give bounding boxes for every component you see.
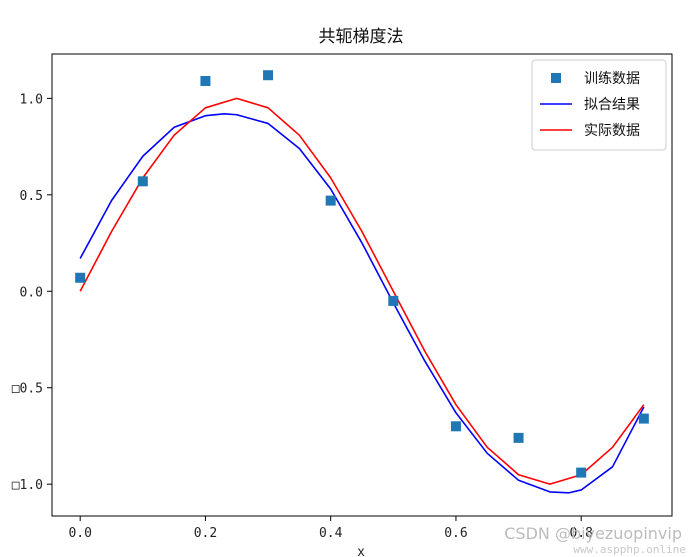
legend-box xyxy=(531,59,667,151)
legend-label: 拟合结果 xyxy=(584,97,640,113)
data-point xyxy=(450,421,461,432)
legend-swatch xyxy=(551,73,561,83)
y-tick-label: 0.0 xyxy=(20,285,43,300)
series-points xyxy=(75,70,649,478)
x-tick-label: 0.4 xyxy=(319,526,343,541)
data-point xyxy=(75,272,86,283)
data-point xyxy=(513,432,524,443)
data-point xyxy=(263,70,274,81)
x-tick-label: 0.8 xyxy=(569,526,592,541)
data-point xyxy=(137,176,148,187)
data-point xyxy=(576,467,587,478)
data-point xyxy=(325,195,336,206)
x-tick-label: 0.6 xyxy=(444,526,467,541)
x-tick-label: 0.0 xyxy=(68,526,91,541)
x-axis-label: x xyxy=(357,545,365,557)
y-tick-label: 0.5 xyxy=(20,189,43,204)
legend-label: 训练数据 xyxy=(584,71,640,87)
legend-label: 实际数据 xyxy=(584,123,640,139)
csdn-watermark: CSDN @biyezuopinvip xyxy=(504,524,682,543)
y-tick-label: □0.5 xyxy=(12,382,43,397)
chart-title: 共轭梯度法 xyxy=(319,27,404,47)
y-tick-label: 1.0 xyxy=(20,92,43,107)
data-point xyxy=(200,76,211,87)
series-lines xyxy=(79,97,645,494)
site-watermark: www.aspphp.online xyxy=(573,543,686,556)
axis-ticks: 0.0 0.2 0.4 0.6 0.8 1.0 0.5 0.0 □0.5 □1.0 xyxy=(12,92,593,541)
series-line-拟合结果 xyxy=(79,113,645,494)
x-tick-label: 0.2 xyxy=(194,526,217,541)
data-point xyxy=(388,295,399,306)
data-point xyxy=(638,413,649,424)
series-line-实际数据 xyxy=(79,97,645,485)
y-tick-label: □1.0 xyxy=(12,478,43,493)
